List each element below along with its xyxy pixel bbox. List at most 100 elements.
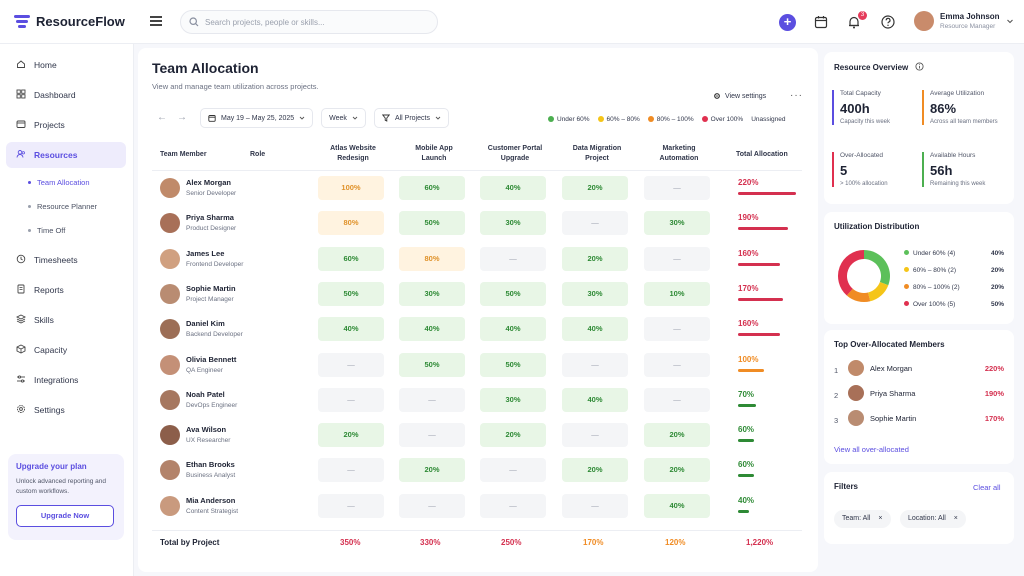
menu-icon[interactable] xyxy=(150,16,162,26)
subnav-item-time-off[interactable]: Time Off xyxy=(28,226,65,235)
app-logo[interactable]: ResourceFlow xyxy=(14,13,125,29)
projects-filter[interactable]: All Projects xyxy=(373,108,449,128)
info-icon[interactable] xyxy=(914,62,924,71)
allocation-cell[interactable]: 100% xyxy=(318,176,384,200)
allocation-cell[interactable]: 20% xyxy=(318,423,384,448)
table-row[interactable]: James Lee Frontend Developer 60% 80% — 20% — 16… xyxy=(138,243,818,279)
allocation-cell[interactable]: 30% xyxy=(399,281,465,306)
table-row[interactable]: Priya Sharma Product Designer 80% 50% 30% — 30… xyxy=(138,207,818,243)
view-all-over-allocated-link[interactable]: View all over-allocated xyxy=(834,445,909,454)
allocation-cell[interactable]: — xyxy=(644,176,710,200)
allocation-cell[interactable]: 20% xyxy=(644,458,710,483)
bell-icon[interactable] xyxy=(846,14,862,30)
allocation-cell[interactable]: 50% xyxy=(399,352,465,377)
allocation-cell[interactable]: — xyxy=(644,352,710,377)
prev-week-button[interactable]: ← xyxy=(157,112,167,123)
sidebar-item-skills[interactable]: Skills xyxy=(6,307,126,333)
view-settings-button[interactable]: View settings xyxy=(713,92,766,100)
table-row[interactable]: Ethan Brooks Business Analyst — 20% — 20% 20% 6… xyxy=(138,454,818,490)
sidebar-item-timesheets[interactable]: Timesheets xyxy=(6,247,126,273)
table-row[interactable]: Daniel Kim Backend Developer 40% 40% 40% 40% —… xyxy=(138,313,818,349)
allocation-cell[interactable]: 60% xyxy=(318,246,384,271)
help-icon[interactable] xyxy=(880,14,896,30)
allocation-cell[interactable]: 50% xyxy=(399,211,465,236)
allocation-cell[interactable]: 40% xyxy=(399,317,465,342)
allocation-cell[interactable]: 30% xyxy=(480,387,546,412)
table-row[interactable]: Sophie Martin Project Manager 50% 30% 50% 30%… xyxy=(138,278,818,314)
allocation-cell[interactable]: 20% xyxy=(644,423,710,448)
allocation-cell[interactable]: — xyxy=(562,211,628,236)
user-menu[interactable]: Emma Johnson Resource Manager xyxy=(914,11,1014,31)
upgrade-button[interactable]: Upgrade Now xyxy=(16,504,114,527)
clear-all-link[interactable]: Clear all xyxy=(973,483,1001,492)
table-row[interactable]: Ava Wilson UX Researcher 20% — 20% — 20% 60% xyxy=(138,419,818,455)
add-button[interactable]: + xyxy=(779,14,796,31)
over-allocated-member[interactable]: 2 Priya Sharma 190% xyxy=(834,383,1004,407)
subnav-item-resource-planner[interactable]: Resource Planner xyxy=(28,202,97,211)
over-allocated-member[interactable]: 3 Sophie Martin 170% xyxy=(834,408,1004,432)
date-range-select[interactable]: May 19 – May 25, 2025 xyxy=(200,108,314,128)
allocation-cell[interactable]: 50% xyxy=(480,281,546,306)
allocation-cell[interactable]: 50% xyxy=(318,281,384,306)
allocation-cell[interactable]: — xyxy=(318,493,384,518)
allocation-cell[interactable]: — xyxy=(399,423,465,448)
allocation-cell[interactable]: 30% xyxy=(480,211,546,236)
allocation-cell[interactable]: 40% xyxy=(318,317,384,342)
allocation-cell[interactable]: 10% xyxy=(644,281,710,306)
subnav-item-team-allocation[interactable]: Team Allocation xyxy=(28,178,90,187)
allocation-cell[interactable]: — xyxy=(318,352,384,377)
sidebar-item-integrations[interactable]: Integrations xyxy=(6,367,126,393)
sidebar-item-reports[interactable]: Reports xyxy=(6,277,126,303)
allocation-cell[interactable]: — xyxy=(644,387,710,412)
allocation-cell[interactable]: — xyxy=(644,317,710,342)
sidebar-item-settings[interactable]: Settings xyxy=(6,397,126,423)
allocation-cell[interactable]: — xyxy=(562,493,628,518)
allocation-cell[interactable]: 20% xyxy=(399,458,465,483)
sidebar-item-projects[interactable]: Projects xyxy=(6,112,126,138)
allocation-cell[interactable]: — xyxy=(480,246,546,271)
over-allocated-member[interactable]: 1 Alex Morgan 220% xyxy=(834,358,1004,382)
sidebar-item-home[interactable]: Home xyxy=(6,52,126,78)
allocation-cell[interactable]: 40% xyxy=(480,317,546,342)
allocation-cell[interactable]: 40% xyxy=(480,176,546,200)
allocation-cell[interactable]: 30% xyxy=(562,281,628,306)
close-icon[interactable]: × xyxy=(953,515,958,522)
allocation-cell[interactable]: 60% xyxy=(399,176,465,200)
table-row[interactable]: Noah Patel DevOps Engineer — — 30% 40% — 70% xyxy=(138,384,818,420)
allocation-cell[interactable]: — xyxy=(562,352,628,377)
allocation-cell[interactable]: — xyxy=(480,493,546,518)
allocation-cell[interactable]: — xyxy=(318,387,384,412)
allocation-cell[interactable]: 30% xyxy=(644,211,710,236)
close-icon[interactable]: × xyxy=(878,515,883,522)
sidebar-item-resources[interactable]: Resources xyxy=(6,142,126,168)
allocation-cell[interactable]: — xyxy=(644,246,710,271)
more-icon[interactable]: ··· xyxy=(790,90,803,101)
allocation-cell[interactable]: 20% xyxy=(480,423,546,448)
allocation-cell[interactable]: — xyxy=(399,493,465,518)
allocation-cell[interactable]: 40% xyxy=(562,317,628,342)
sidebar-item-capacity[interactable]: Capacity xyxy=(6,337,126,363)
allocation-cell[interactable]: — xyxy=(399,387,465,412)
calendar-icon[interactable] xyxy=(813,14,829,30)
sidebar-item-dashboard[interactable]: Dashboard xyxy=(6,82,126,108)
allocation-cell[interactable]: 40% xyxy=(644,493,710,518)
table-row[interactable]: Olivia Bennett QA Engineer — 50% 50% — — 100% xyxy=(138,349,818,385)
table-row[interactable]: Alex Morgan Senior Developer 100% 60% 40% 20%… xyxy=(138,172,818,208)
table-row[interactable]: Mia Anderson Content Strategist — — — — 40% 40% xyxy=(138,490,818,526)
filter-chip[interactable]: Team: All × xyxy=(834,510,891,528)
allocation-cell[interactable]: 40% xyxy=(562,387,628,412)
allocation-cell[interactable]: 20% xyxy=(562,176,628,200)
distribution-item: Over 100% (5) 50% xyxy=(904,301,1004,308)
allocation-cell[interactable]: 20% xyxy=(562,458,628,483)
allocation-cell[interactable]: 50% xyxy=(480,352,546,377)
next-week-button[interactable]: → xyxy=(177,112,187,123)
allocation-cell[interactable]: — xyxy=(480,458,546,483)
allocation-cell[interactable]: 80% xyxy=(318,211,384,236)
allocation-cell[interactable]: — xyxy=(562,423,628,448)
allocation-cell[interactable]: — xyxy=(318,458,384,483)
filter-chip[interactable]: Location: All × xyxy=(900,510,966,528)
allocation-cell[interactable]: 20% xyxy=(562,246,628,271)
allocation-cell[interactable]: 80% xyxy=(399,246,465,271)
search-input[interactable] xyxy=(205,17,425,27)
period-select[interactable]: Week xyxy=(321,108,366,128)
